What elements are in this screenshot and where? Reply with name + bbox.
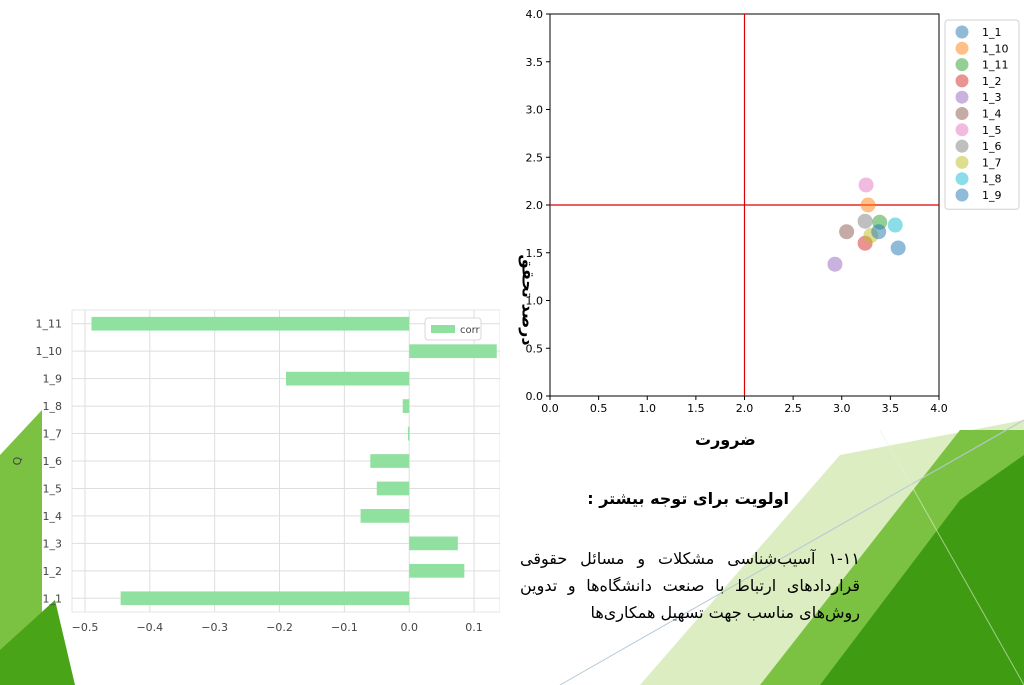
scatter-point-1_1 <box>890 240 906 256</box>
y-tick-label: 1.0 <box>526 295 544 308</box>
legend-marker-1_3 <box>955 90 969 104</box>
bar-1_11 <box>91 316 410 331</box>
x-tick-label: 3.5 <box>882 402 900 415</box>
y-tick-label: 2.0 <box>526 199 544 212</box>
x-tick-label: 0.0 <box>541 402 559 415</box>
x-tick-label: 4.0 <box>930 402 948 415</box>
legend-marker-1_2 <box>955 74 969 88</box>
scatter-point-1_8 <box>887 217 903 233</box>
bar-legend-swatch <box>431 325 455 333</box>
legend-marker-1_7 <box>955 155 969 169</box>
bar-category-label: 1_1 <box>43 592 63 605</box>
y-tick-label: 4.0 <box>526 8 544 21</box>
bar-category-label: 1_11 <box>36 318 63 331</box>
bar-1_7 <box>407 426 410 441</box>
bar-category-label: 1_2 <box>43 565 63 578</box>
scatter-point-1_4 <box>839 224 855 240</box>
bar-category-label: 1_10 <box>36 345 63 358</box>
bar-1_6 <box>370 454 410 468</box>
scatter-point-1_9 <box>871 224 887 240</box>
bar-category-label: 1_4 <box>43 510 63 523</box>
y-tick-label: 3.5 <box>526 56 544 69</box>
bar-x-tick-label: −0.1 <box>331 621 358 634</box>
y-tick-label: 0.5 <box>526 342 544 355</box>
scatter-chart: 0.0 0.5 1.0 1.5 2.0 2.5 3.0 3.5 4.0 0.0 0.5 1.0 1.5 2… <box>526 8 1020 415</box>
y-tick-label: 2.5 <box>526 151 544 164</box>
legend-marker-1_8 <box>955 172 969 186</box>
left-green-shape <box>0 410 42 685</box>
right-dark-shape <box>820 455 1024 685</box>
bar-category-label: 1_8 <box>43 400 63 413</box>
bar-1_1 <box>120 591 410 606</box>
bar-legend-label: corr <box>460 325 481 336</box>
bar-x-tick-label: −0.2 <box>266 621 293 634</box>
bar-x-tick-label: −0.5 <box>72 621 99 634</box>
bar-category-label: 1_7 <box>43 428 63 441</box>
y-tick-label: 0.0 <box>526 390 544 403</box>
scatter-y-axis-label: درصد تحقق <box>518 254 538 346</box>
priority-description: ۱-۱۱ آسیب‌شناسی مشکلات و مسائل حقوقی قرا… <box>520 549 860 622</box>
x-tick-label: 2.5 <box>784 402 802 415</box>
scatter-x-axis-label: ضرورت <box>695 430 756 449</box>
scatter-point-1_5 <box>858 177 874 193</box>
legend-label-1_7: 1_7 <box>982 156 1002 169</box>
bar-category-label: 1_5 <box>43 482 63 495</box>
legend-label-1_9: 1_9 <box>982 189 1002 202</box>
bar-y-axis-label: Q <box>11 456 24 465</box>
bar-1_8 <box>402 399 410 413</box>
bar-1_9 <box>286 371 410 386</box>
bar-1_4 <box>360 509 410 523</box>
scatter-point-1_6 <box>857 213 873 229</box>
legend-label-1_6: 1_6 <box>982 140 1002 153</box>
legend-label-1_8: 1_8 <box>982 173 1002 186</box>
bar-x-tick-label: −0.3 <box>201 621 228 634</box>
bar-x-tick-label: −0.4 <box>136 621 163 634</box>
scatter-point-1_3 <box>827 256 843 272</box>
y-tick-label: 1.5 <box>526 247 544 260</box>
bar-1_10 <box>409 344 497 359</box>
legend-marker-1_9 <box>955 188 969 202</box>
x-tick-label: 1.0 <box>639 402 657 415</box>
bar-1_2 <box>409 563 465 578</box>
legend-marker-1_11 <box>955 58 969 72</box>
legend-marker-1_10 <box>955 41 969 55</box>
legend-marker-1_6 <box>955 139 969 153</box>
bar-category-label: 1_3 <box>43 537 63 550</box>
legend-marker-1_5 <box>955 123 969 137</box>
priority-heading: اولویت برای توجه بیشتر : <box>587 489 789 508</box>
legend-label-1_1: 1_1 <box>982 26 1002 39</box>
legend-marker-1_4 <box>955 107 969 120</box>
legend-label-1_2: 1_2 <box>982 75 1002 88</box>
scatter-point-1_10 <box>860 197 876 213</box>
legend-label-1_10: 1_10 <box>982 42 1009 55</box>
x-tick-label: 3.0 <box>833 402 851 415</box>
bar-1_5 <box>376 481 410 496</box>
x-tick-label: 2.0 <box>736 402 754 415</box>
legend-label-1_11: 1_11 <box>982 59 1009 72</box>
left-dark-shape <box>0 600 75 685</box>
bar-category-label: 1_9 <box>43 373 63 386</box>
bar-x-tick-label: 0.1 <box>465 621 483 634</box>
decor-line-2 <box>879 429 1024 685</box>
bar-1_3 <box>409 536 458 551</box>
x-tick-label: 1.5 <box>687 402 705 415</box>
bar-chart: 1_11 1_10 1_9 1_8 1_7 1_6 1_5 1_4 1_3 1_2 1_1 −0.5 −… <box>11 309 500 634</box>
legend-label-1_5: 1_5 <box>982 124 1002 137</box>
bar-x-tick-label: 0.0 <box>400 621 418 634</box>
legend-marker-1_1 <box>955 25 969 39</box>
x-tick-label: 0.5 <box>590 402 608 415</box>
decor-line <box>559 419 1024 685</box>
y-tick-label: 3.0 <box>526 104 544 117</box>
legend-label-1_3: 1_3 <box>982 91 1002 104</box>
bar-category-label: 1_6 <box>43 455 63 468</box>
legend-label-1_4: 1_4 <box>982 108 1002 121</box>
